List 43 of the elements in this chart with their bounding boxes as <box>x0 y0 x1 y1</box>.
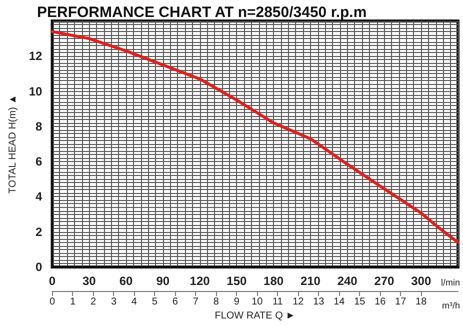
x2-tick-label: 6 <box>172 296 178 308</box>
x2-tick-label: 1 <box>70 296 76 308</box>
y-tick-label: 8 <box>36 119 43 134</box>
y-tick-label: 10 <box>28 84 43 98</box>
y-axis-title: TOTAL HEAD H(m) ▲ <box>8 94 18 194</box>
x2-tick-label: 18 <box>416 296 428 308</box>
x-tick-label: 60 <box>119 274 134 288</box>
x2-tick-label: 7 <box>192 296 199 308</box>
x-tick-label: 240 <box>337 274 358 288</box>
line-series <box>50 30 460 244</box>
x2-tick-label: 2 <box>90 296 96 308</box>
x2-tick-label: 14 <box>334 296 346 308</box>
y-tick-label: 4 <box>36 190 43 204</box>
x2-tick-label: 13 <box>313 296 325 308</box>
x2-tick-label: 16 <box>374 296 386 308</box>
x2-tick-label: 12 <box>292 296 304 308</box>
x2-tick-label: 8 <box>213 296 220 308</box>
y-tick-label: 2 <box>36 224 43 239</box>
text: l/min <box>441 278 460 288</box>
x-tick-label: 30 <box>82 274 96 288</box>
x-tick-label: 300 <box>411 274 432 288</box>
y-tick-label: 6 <box>36 154 43 169</box>
x2-tick-label: 3 <box>110 296 117 308</box>
x-tick-label: 210 <box>300 274 321 288</box>
x-tick-label: 90 <box>156 274 170 288</box>
x-tick-label: 270 <box>374 274 395 288</box>
x2-axis-title: m³/h <box>442 300 460 310</box>
x-tick-label: 150 <box>226 274 248 288</box>
x-tick-label: 120 <box>190 274 210 288</box>
x2-tick-label: 17 <box>395 296 407 308</box>
chart-title: PERFORMANCE CHART AT n=2850/3450 r.p.m <box>37 4 367 21</box>
x2-tick-label: 11 <box>272 296 284 308</box>
x2-tick-label: 9 <box>234 296 240 308</box>
x-axis-title: FLOW RATE Q ► <box>214 310 296 322</box>
x2-tick-label: 4 <box>131 296 138 308</box>
x2-tick-label: 15 <box>354 296 366 308</box>
y-tick-label: 0 <box>36 260 43 274</box>
y-tick-label: 12 <box>28 49 43 64</box>
x2-tick-label: 10 <box>252 296 264 308</box>
x-tick-label: 180 <box>264 274 284 288</box>
x2-tick-label: 0 <box>49 296 56 308</box>
x-tick-label: 0 <box>48 274 56 288</box>
x2-tick-label: 5 <box>152 296 158 308</box>
